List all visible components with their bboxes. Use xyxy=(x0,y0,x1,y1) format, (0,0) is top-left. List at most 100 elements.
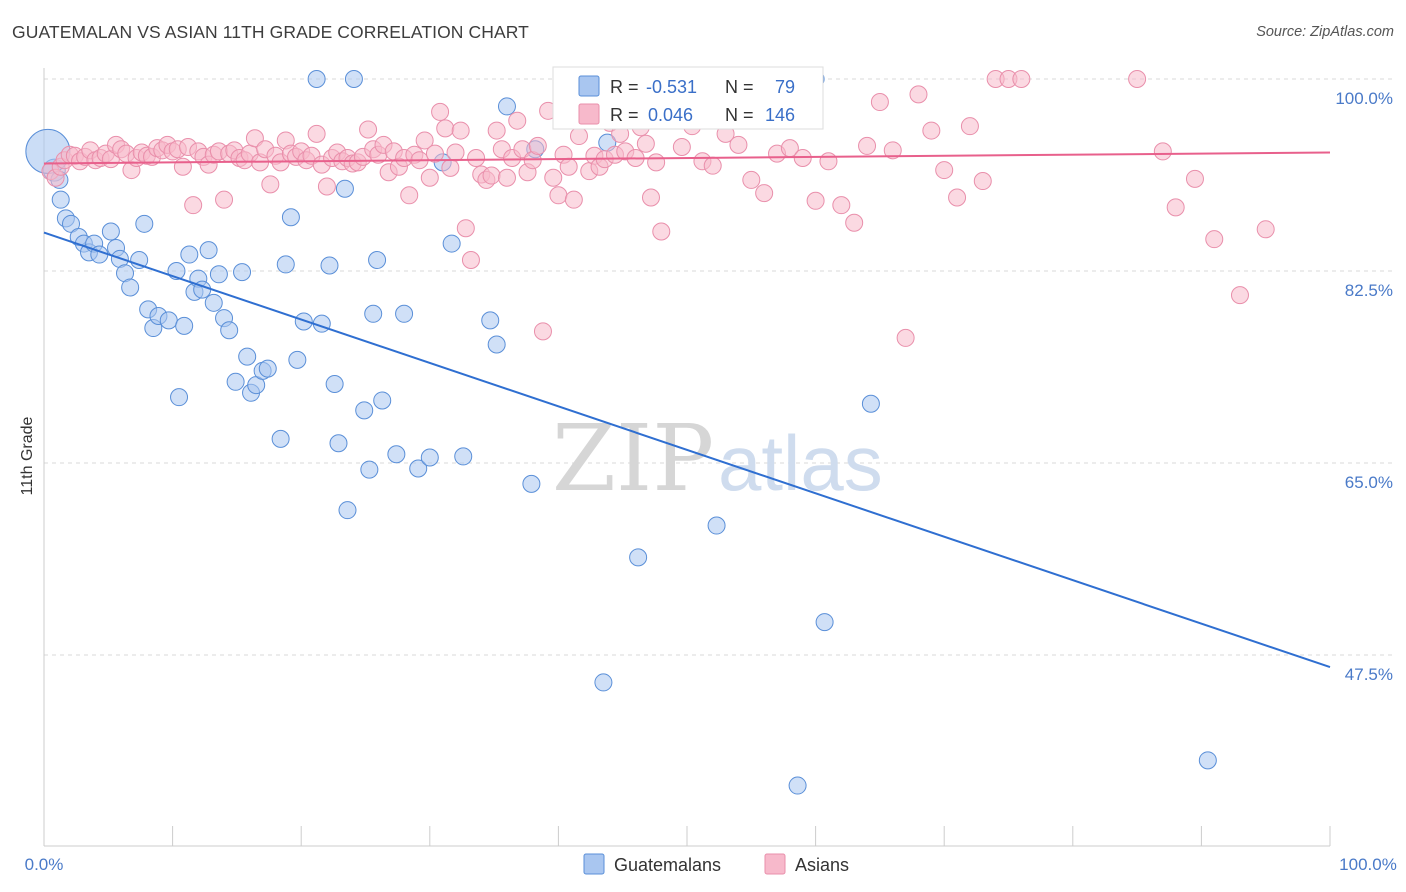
asians-point-126 xyxy=(729,135,748,154)
guatemalans-point-51 xyxy=(338,501,357,520)
guatemalans-point-59 xyxy=(395,304,414,323)
guatemalans-point-28 xyxy=(199,241,218,260)
asians-point-78 xyxy=(441,158,460,177)
legend-r-label-2: R = xyxy=(610,105,639,125)
legend-r-value-2: 0.046 xyxy=(648,105,693,125)
asians-point-40 xyxy=(245,129,264,148)
asians-point-75 xyxy=(425,144,444,163)
y-tick-label-1: 82.5% xyxy=(1345,281,1393,300)
y-tick-label-3: 47.5% xyxy=(1345,665,1393,684)
y-tick-labels: 100.0% 82.5% 65.0% 47.5% xyxy=(1335,89,1393,684)
asians-point-82 xyxy=(461,251,480,270)
guatemalans-point-10 xyxy=(101,222,120,241)
guatemalans-point-50 xyxy=(335,179,354,198)
watermark-atlas: atlas xyxy=(718,419,883,507)
trend-lines xyxy=(43,151,1331,669)
guatemalans-point-78 xyxy=(1198,751,1217,770)
asians-point-148 xyxy=(1012,70,1031,88)
guatemalans-point-56 xyxy=(368,251,387,270)
guatemalans-point-32 xyxy=(220,321,239,340)
watermark: ZIP atlas xyxy=(552,405,883,512)
asians-point-102 xyxy=(564,190,583,209)
chart-title: GUATEMALAN VS ASIAN 11TH GRADE CORRELATI… xyxy=(12,22,529,42)
asians-point-26 xyxy=(173,157,192,176)
asians-point-149 xyxy=(1128,70,1147,88)
asians-point-89 xyxy=(497,168,516,187)
legend-r-label-1: R = xyxy=(610,77,639,97)
asians-point-103 xyxy=(569,127,588,146)
asians-point-73 xyxy=(415,131,434,150)
guatemalans-point-48 xyxy=(325,375,344,394)
asians-point-155 xyxy=(1256,220,1275,239)
guatemalans-point-67 xyxy=(497,97,516,116)
asians-point-101 xyxy=(559,157,578,176)
guatemalans-point-49 xyxy=(329,434,348,453)
asians-point-134 xyxy=(832,196,851,215)
bottom-legend-label-guatemalans: Guatemalans xyxy=(614,855,721,875)
asians-point-151 xyxy=(1166,198,1185,217)
legend-swatch-guatemalans xyxy=(578,75,600,97)
stats-legend: R = -0.531 N = 79 R = 0.046 N = 146 xyxy=(552,66,824,130)
guatemalans-point-66 xyxy=(487,335,506,354)
guatemalans-point-30 xyxy=(209,265,228,284)
guatemalans-point-40 xyxy=(271,429,290,448)
asians-point-86 xyxy=(482,166,501,185)
series-legend: Guatemalans Asians xyxy=(583,853,849,875)
guatemalans-point-72 xyxy=(629,548,648,567)
asians-point-136 xyxy=(858,136,877,155)
guatemalans-point-41 xyxy=(276,255,295,274)
asians-point-81 xyxy=(456,219,475,238)
guatemalans-point-60 xyxy=(409,459,428,478)
asians-point-142 xyxy=(935,161,954,180)
guatemalans-point-16 xyxy=(135,214,154,233)
guatemalans-point-77 xyxy=(861,394,880,413)
legend-n-label-1: N = xyxy=(725,77,754,97)
guatemalans-point-14 xyxy=(121,278,140,297)
guatemalans-point-54 xyxy=(360,460,379,479)
guatemalans-point-22 xyxy=(170,388,189,407)
bottom-legend-label-asians: Asians xyxy=(795,855,849,875)
trend-line-guatemalans xyxy=(43,231,1331,669)
asians-point-70 xyxy=(400,186,419,205)
asians-point-54 xyxy=(317,177,336,196)
asians-point-150 xyxy=(1153,142,1172,161)
asians-point-62 xyxy=(359,120,378,139)
guatemalans-point-70 xyxy=(594,673,613,692)
asians-point-152 xyxy=(1185,169,1204,188)
guatemalans-point-65 xyxy=(481,311,500,330)
guatemalans-point-20 xyxy=(159,311,178,330)
asians-point-99 xyxy=(549,186,568,205)
legend-n-value-2: 146 xyxy=(765,105,795,125)
asians-point-98 xyxy=(544,168,563,187)
bottom-legend-swatch-asians xyxy=(764,853,786,875)
asians-point-138 xyxy=(883,141,902,160)
asians-point-128 xyxy=(755,184,774,203)
asians-point-34 xyxy=(215,190,234,209)
trend-line-asians xyxy=(43,151,1331,165)
y-axis-title: 11th Grade xyxy=(19,416,36,495)
asians-point-119 xyxy=(652,222,671,241)
guatemalans-point-24 xyxy=(180,245,199,264)
asians-point-76 xyxy=(431,102,450,121)
asians-point-124 xyxy=(703,156,722,175)
asians-point-87 xyxy=(487,121,506,140)
guatemalans-point-34 xyxy=(233,263,252,282)
asians-point-83 xyxy=(467,148,486,167)
asians-point-79 xyxy=(446,143,465,162)
guatemalans-point-33 xyxy=(226,372,245,391)
asians-point-117 xyxy=(641,188,660,207)
asians-point-137 xyxy=(870,93,889,112)
asians-point-143 xyxy=(948,188,967,207)
guatemalans-point-64 xyxy=(454,447,473,466)
asians-point-153 xyxy=(1205,230,1224,249)
guatemalans-point-76 xyxy=(815,613,834,632)
guatemalans-point-68 xyxy=(522,474,541,493)
source-label: Source: ZipAtlas.com xyxy=(1256,24,1394,40)
asians-point-132 xyxy=(806,191,825,210)
asians-point-118 xyxy=(647,153,666,172)
guatemalans-point-63 xyxy=(442,234,461,253)
guatemalans-point-42 xyxy=(281,208,300,227)
asians-point-52 xyxy=(307,124,326,143)
asians-point-144 xyxy=(960,117,979,136)
